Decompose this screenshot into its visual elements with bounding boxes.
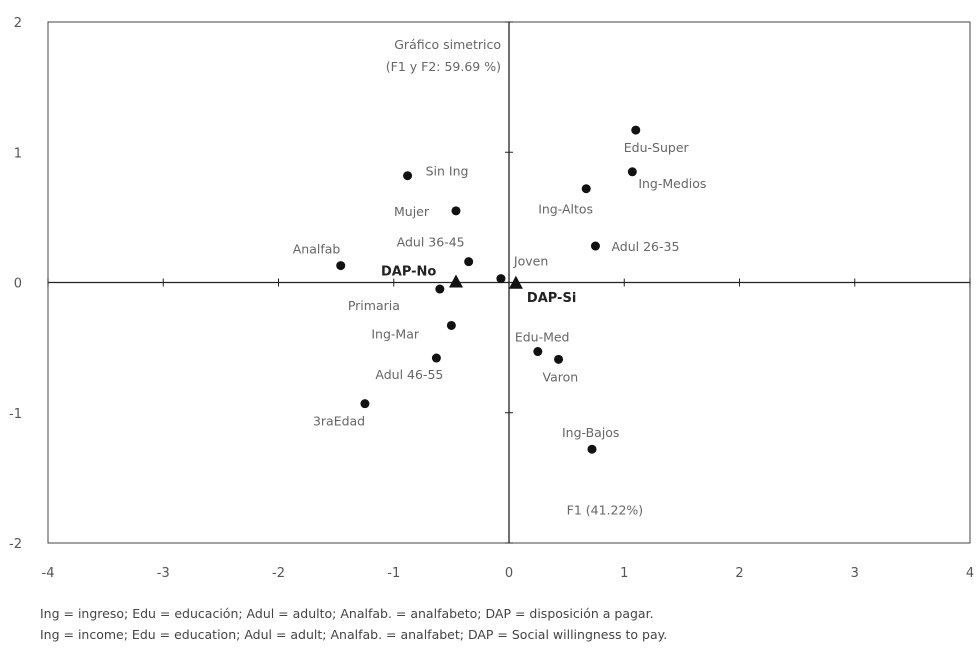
point-marker [451, 206, 461, 216]
x-tick-label: -2 [272, 566, 285, 581]
triangle-marker [508, 275, 523, 289]
point-marker [446, 320, 456, 330]
point-marker [590, 241, 600, 251]
y-tick-label: 1 [14, 146, 22, 161]
x-tick-label: 1 [620, 566, 628, 581]
x-tick-label: 3 [851, 566, 859, 581]
point-marker [587, 444, 597, 454]
point-marker [435, 284, 445, 294]
point-label: DAP-Si [527, 291, 576, 306]
chart-title: Gráfico simetrico [394, 37, 501, 52]
point-label: Edu-Med [515, 330, 570, 345]
point-marker [496, 274, 506, 284]
x-tick-label: -3 [157, 566, 170, 581]
point-label: Analfab [293, 242, 341, 257]
y-tick-label: -2 [9, 537, 22, 552]
point-marker [431, 353, 441, 363]
point-marker [360, 399, 370, 409]
point-marker [336, 261, 346, 271]
point-marker [581, 184, 591, 194]
point-label: Adul 46-55 [375, 367, 443, 382]
point-label: Joven [513, 254, 548, 269]
point-label: Mujer [394, 204, 430, 219]
point-label: 3raEdad [313, 414, 365, 429]
x-axis-label: F1 (41.22%) [567, 502, 644, 517]
point-label: Adul 36-45 [397, 235, 465, 250]
x-tick-label: -1 [387, 566, 400, 581]
point-label: Sin Ing [426, 164, 469, 179]
x-tick-label: 2 [735, 566, 743, 581]
triangle-marker [448, 274, 463, 288]
point-marker [627, 167, 637, 177]
point-label: Ing-Mar [371, 326, 419, 341]
point-label: Ing-Altos [538, 202, 593, 217]
x-tick-label: -4 [42, 566, 55, 581]
y-tick-label: 0 [14, 277, 22, 292]
chart-subtitle: (F1 y F2: 59.69 %) [386, 59, 501, 74]
point-marker [554, 354, 564, 364]
footnote-spanish: Ing = ingreso; Edu = educación; Adul = a… [40, 606, 654, 621]
point-marker [533, 347, 543, 357]
biplot-chart: -4 -3 -2 -1 0 1 2 3 4 2 1 0 -1 -2 Gráfico simetrico (F1… [9, 16, 974, 581]
point-label: DAP-No [381, 265, 436, 280]
point-marker [631, 125, 641, 135]
y-tick-label: 2 [14, 16, 22, 31]
x-tick-label: 0 [505, 566, 513, 581]
footnote-english: Ing = income; Edu = education; Adul = ad… [40, 627, 668, 642]
footnotes: Ing = ingreso; Edu = educación; Adul = a… [40, 603, 667, 645]
y-tick-label: -1 [9, 407, 22, 422]
point-label: Varon [543, 369, 579, 384]
point-label: Primaria [348, 298, 400, 313]
point-marker [464, 257, 474, 267]
point-label: Ing-Bajos [562, 425, 619, 440]
point-marker [403, 171, 413, 181]
point-label: Ing-Medios [638, 176, 706, 191]
point-label: Adul 26-35 [611, 239, 679, 254]
x-tick-label: 4 [966, 566, 974, 581]
point-label: Edu-Super [624, 140, 690, 155]
